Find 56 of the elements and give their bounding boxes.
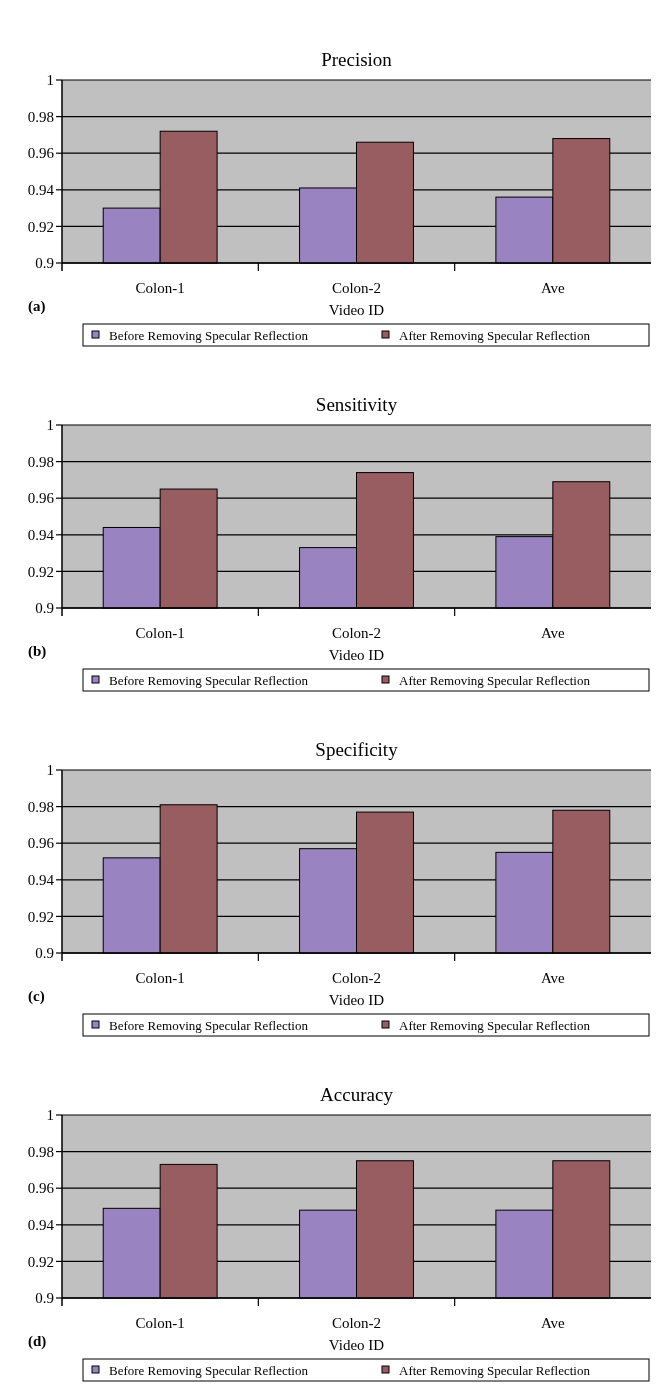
legend-label: After Removing Specular Reflection <box>399 672 591 688</box>
y-tick-label: 0.94 <box>27 527 55 544</box>
y-tick-label: 0.9 <box>35 1290 54 1307</box>
x-tick-label: Colon-1 <box>135 625 185 641</box>
chart-title: Precision <box>321 49 393 70</box>
legend-label: Before Removing Specular Reflection <box>109 1362 309 1378</box>
y-tick-label: 1 <box>46 72 54 89</box>
y-tick-label: 0.92 <box>27 563 54 580</box>
x-tick-label: Colon-2 <box>331 625 382 641</box>
y-tick-label: 0.92 <box>27 218 54 235</box>
legend-label: After Removing Specular Reflection <box>399 327 591 343</box>
x-tick-label: Colon-2 <box>331 970 382 986</box>
text: (b) <box>28 643 47 660</box>
y-tick-label: 1 <box>46 762 54 779</box>
y-tick-label: 0.96 <box>27 1180 55 1197</box>
y-tick-label: 0.9 <box>35 600 54 617</box>
y-tick-label: 0.98 <box>27 798 54 815</box>
y-tick-label: 0.92 <box>27 908 54 925</box>
chart-title: Specificity <box>315 739 399 760</box>
y-tick-label: 0.9 <box>35 945 54 962</box>
x-tick-label: Colon-1 <box>135 1315 185 1331</box>
x-axis-title: Video ID <box>328 647 385 663</box>
y-tick-label: 0.96 <box>27 835 55 852</box>
x-axis-title: Video ID <box>328 302 385 318</box>
x-tick-label: Colon-2 <box>331 1315 382 1331</box>
y-tick-label: 0.96 <box>27 490 55 507</box>
y-tick-label: 1 <box>46 1107 54 1124</box>
x-tick-label: Ave <box>540 1315 566 1331</box>
text: (c) <box>28 988 45 1005</box>
x-tick-label: Ave <box>540 280 566 296</box>
legend-label: Before Removing Specular Reflection <box>109 327 309 343</box>
text: (d) <box>28 1333 47 1350</box>
y-tick-label: 0.92 <box>27 1253 54 1270</box>
y-tick-label: 1 <box>46 417 54 434</box>
x-tick-label: Ave <box>540 970 566 986</box>
y-tick-label: 0.98 <box>27 108 54 125</box>
chart-title: Sensitivity <box>315 394 398 415</box>
legend-label: After Removing Specular Reflection <box>399 1017 591 1033</box>
legend-label: Before Removing Specular Reflection <box>109 1017 309 1033</box>
y-tick-label: 0.9 <box>35 255 54 272</box>
y-tick-label: 0.98 <box>27 453 54 470</box>
x-axis-title: Video ID <box>328 1337 385 1353</box>
x-tick-label: Colon-2 <box>331 280 382 296</box>
legend-label: After Removing Specular Reflection <box>399 1362 591 1378</box>
x-tick-label: Ave <box>540 625 566 641</box>
y-tick-label: 0.94 <box>27 182 55 199</box>
x-tick-label: Colon-1 <box>135 970 185 986</box>
y-tick-label: 0.94 <box>27 1217 55 1234</box>
text: (a) <box>28 298 46 315</box>
chart-title: Accuracy <box>320 1084 394 1105</box>
y-tick-label: 0.96 <box>27 145 55 162</box>
y-tick-label: 0.94 <box>27 872 55 889</box>
legend-label: Before Removing Specular Reflection <box>109 672 309 688</box>
x-tick-label: Colon-1 <box>135 280 185 296</box>
y-tick-label: 0.98 <box>27 1143 54 1160</box>
x-axis-title: Video ID <box>328 992 385 1008</box>
